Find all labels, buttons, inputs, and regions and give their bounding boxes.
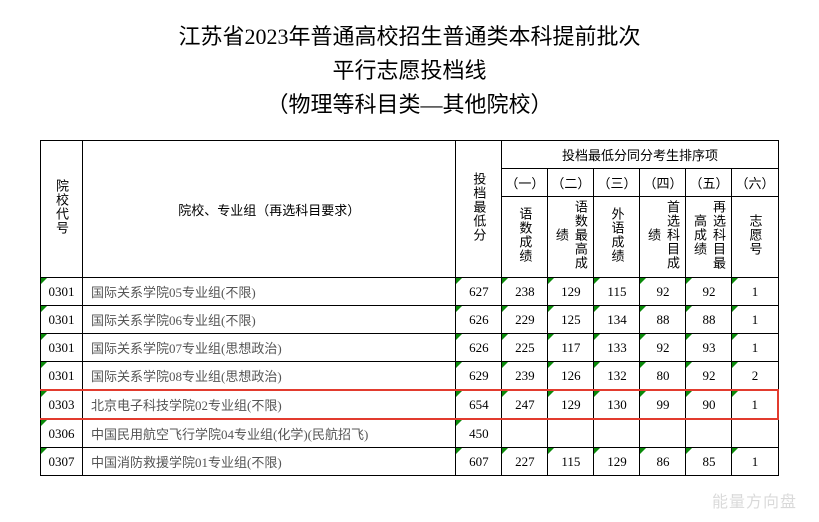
cell-sub: 239	[502, 362, 548, 391]
table-row: 0301国际关系学院06专业组(不限)62622912513488881	[41, 306, 779, 334]
cell-name: 北京电子科技学院02专业组(不限)	[83, 390, 456, 419]
cell-sub: 88	[686, 306, 732, 334]
th-sub-lbl-6: 志愿号	[732, 197, 778, 278]
table-row: 0303北京电子科技学院02专业组(不限)65424712913099901	[41, 390, 779, 419]
cell-sub: 92	[640, 334, 686, 362]
th-sub-lbl-2: 语数最高成绩	[548, 197, 594, 278]
cell-sub	[594, 419, 640, 448]
th-sub-lbl-5: 再选科目最高成绩	[686, 197, 732, 278]
cell-sub	[640, 419, 686, 448]
cell-sub: 92	[640, 278, 686, 306]
watermark: 能量方向盘	[712, 488, 797, 512]
cell-name: 国际关系学院05专业组(不限)	[83, 278, 456, 306]
cell-sub: 80	[640, 362, 686, 391]
cell-minscore: 629	[456, 362, 502, 391]
th-minscore: 投档最低分	[456, 141, 502, 278]
cell-sub: 229	[502, 306, 548, 334]
cell-minscore: 626	[456, 306, 502, 334]
cell-code: 0306	[41, 419, 83, 448]
th-code: 院校代号	[41, 141, 83, 278]
cell-name: 国际关系学院06专业组(不限)	[83, 306, 456, 334]
cell-code: 0301	[41, 278, 83, 306]
table-row: 0301国际关系学院05专业组(不限)62723812911592921	[41, 278, 779, 306]
cell-code: 0307	[41, 448, 83, 476]
th-sub-num-4: （四）	[640, 169, 686, 197]
cell-sub: 126	[548, 362, 594, 391]
cell-sub: 238	[502, 278, 548, 306]
cell-minscore: 626	[456, 334, 502, 362]
th-sub-num-2: （二）	[548, 169, 594, 197]
cell-sub: 1	[732, 448, 778, 476]
cell-minscore: 450	[456, 419, 502, 448]
cell-sub: 134	[594, 306, 640, 334]
cell-code: 0303	[41, 390, 83, 419]
cell-sub: 115	[594, 278, 640, 306]
page-title-block: 江苏省2023年普通高校招生普通类本科提前批次 平行志愿投档线 （物理等科目类—…	[40, 20, 779, 122]
cell-sub: 1	[732, 390, 778, 419]
cell-sub: 85	[686, 448, 732, 476]
cell-sub: 129	[548, 390, 594, 419]
cell-sub	[502, 419, 548, 448]
cell-sub: 129	[594, 448, 640, 476]
th-sub-num-5: （五）	[686, 169, 732, 197]
table-row: 0307中国消防救援学院01专业组(不限)60722711512986851	[41, 448, 779, 476]
cell-sub: 92	[686, 278, 732, 306]
cell-name: 国际关系学院07专业组(思想政治)	[83, 334, 456, 362]
cell-sub: 99	[640, 390, 686, 419]
cell-minscore: 654	[456, 390, 502, 419]
cell-sub: 117	[548, 334, 594, 362]
cell-sub	[686, 419, 732, 448]
cell-sub: 125	[548, 306, 594, 334]
cell-sub: 90	[686, 390, 732, 419]
admission-table: 院校代号 院校、专业组（再选科目要求） 投档最低分 投档最低分同分考生排序项 （…	[40, 140, 779, 476]
title-line-2: 平行志愿投档线	[40, 54, 779, 88]
th-sub-lbl-3: 外语成绩	[594, 197, 640, 278]
table-row: 0306中国民用航空飞行学院04专业组(化学)(民航招飞)450	[41, 419, 779, 448]
cell-sub	[548, 419, 594, 448]
title-line-1: 江苏省2023年普通高校招生普通类本科提前批次	[40, 20, 779, 54]
cell-sub: 1	[732, 306, 778, 334]
cell-sub: 92	[686, 362, 732, 391]
cell-sub: 88	[640, 306, 686, 334]
table-row: 0301国际关系学院08专业组(思想政治)62923912613280922	[41, 362, 779, 391]
cell-sub: 247	[502, 390, 548, 419]
cell-code: 0301	[41, 306, 83, 334]
cell-minscore: 607	[456, 448, 502, 476]
cell-sub: 129	[548, 278, 594, 306]
th-sub-lbl-1: 语数成绩	[502, 197, 548, 278]
cell-name: 国际关系学院08专业组(思想政治)	[83, 362, 456, 391]
cell-sub: 130	[594, 390, 640, 419]
cell-sub	[732, 419, 778, 448]
cell-sub: 86	[640, 448, 686, 476]
title-line-3: （物理等科目类—其他院校）	[40, 88, 779, 122]
th-tiebreak-group: 投档最低分同分考生排序项	[502, 141, 778, 169]
th-sub-lbl-4: 首选科目成绩	[640, 197, 686, 278]
cell-sub: 1	[732, 334, 778, 362]
th-sub-num-3: （三）	[594, 169, 640, 197]
cell-code: 0301	[41, 362, 83, 391]
cell-sub: 133	[594, 334, 640, 362]
cell-name: 中国民用航空飞行学院04专业组(化学)(民航招飞)	[83, 419, 456, 448]
cell-sub: 2	[732, 362, 778, 391]
th-name: 院校、专业组（再选科目要求）	[83, 141, 456, 278]
cell-sub: 225	[502, 334, 548, 362]
cell-sub: 227	[502, 448, 548, 476]
cell-sub: 1	[732, 278, 778, 306]
cell-sub: 132	[594, 362, 640, 391]
cell-sub: 115	[548, 448, 594, 476]
th-sub-num-1: （一）	[502, 169, 548, 197]
cell-code: 0301	[41, 334, 83, 362]
cell-minscore: 627	[456, 278, 502, 306]
cell-sub: 93	[686, 334, 732, 362]
th-sub-num-6: （六）	[732, 169, 778, 197]
cell-name: 中国消防救援学院01专业组(不限)	[83, 448, 456, 476]
table-row: 0301国际关系学院07专业组(思想政治)62622511713392931	[41, 334, 779, 362]
